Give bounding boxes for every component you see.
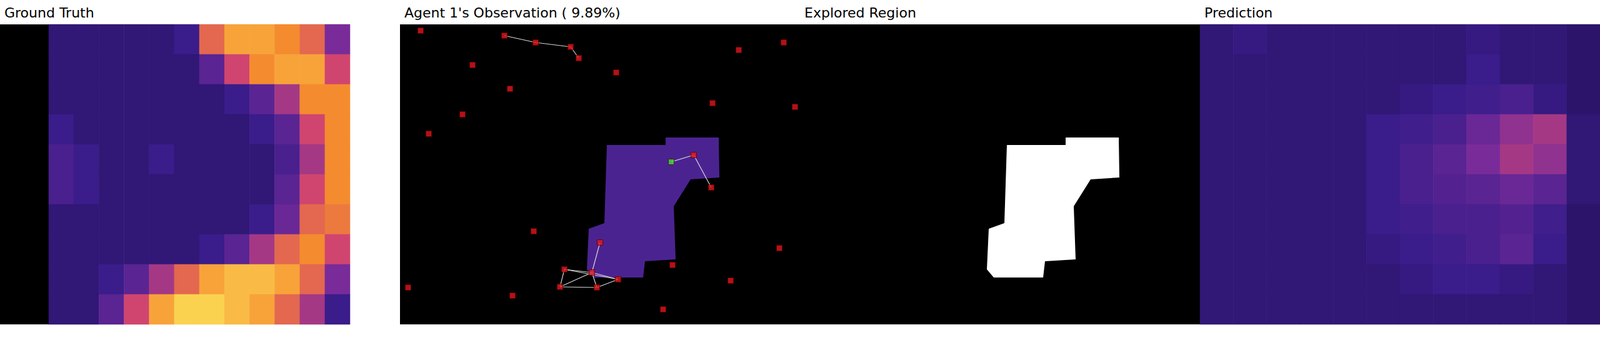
svg-text:Prediction: Prediction <box>1204 5 1273 21</box>
svg-text:Explored Region: Explored Region <box>804 5 917 21</box>
svg-text:Agent 1's Observation ( 9.89%): Agent 1's Observation ( 9.89%) <box>404 5 621 21</box>
svg-text:Ground Truth: Ground Truth <box>4 5 95 21</box>
